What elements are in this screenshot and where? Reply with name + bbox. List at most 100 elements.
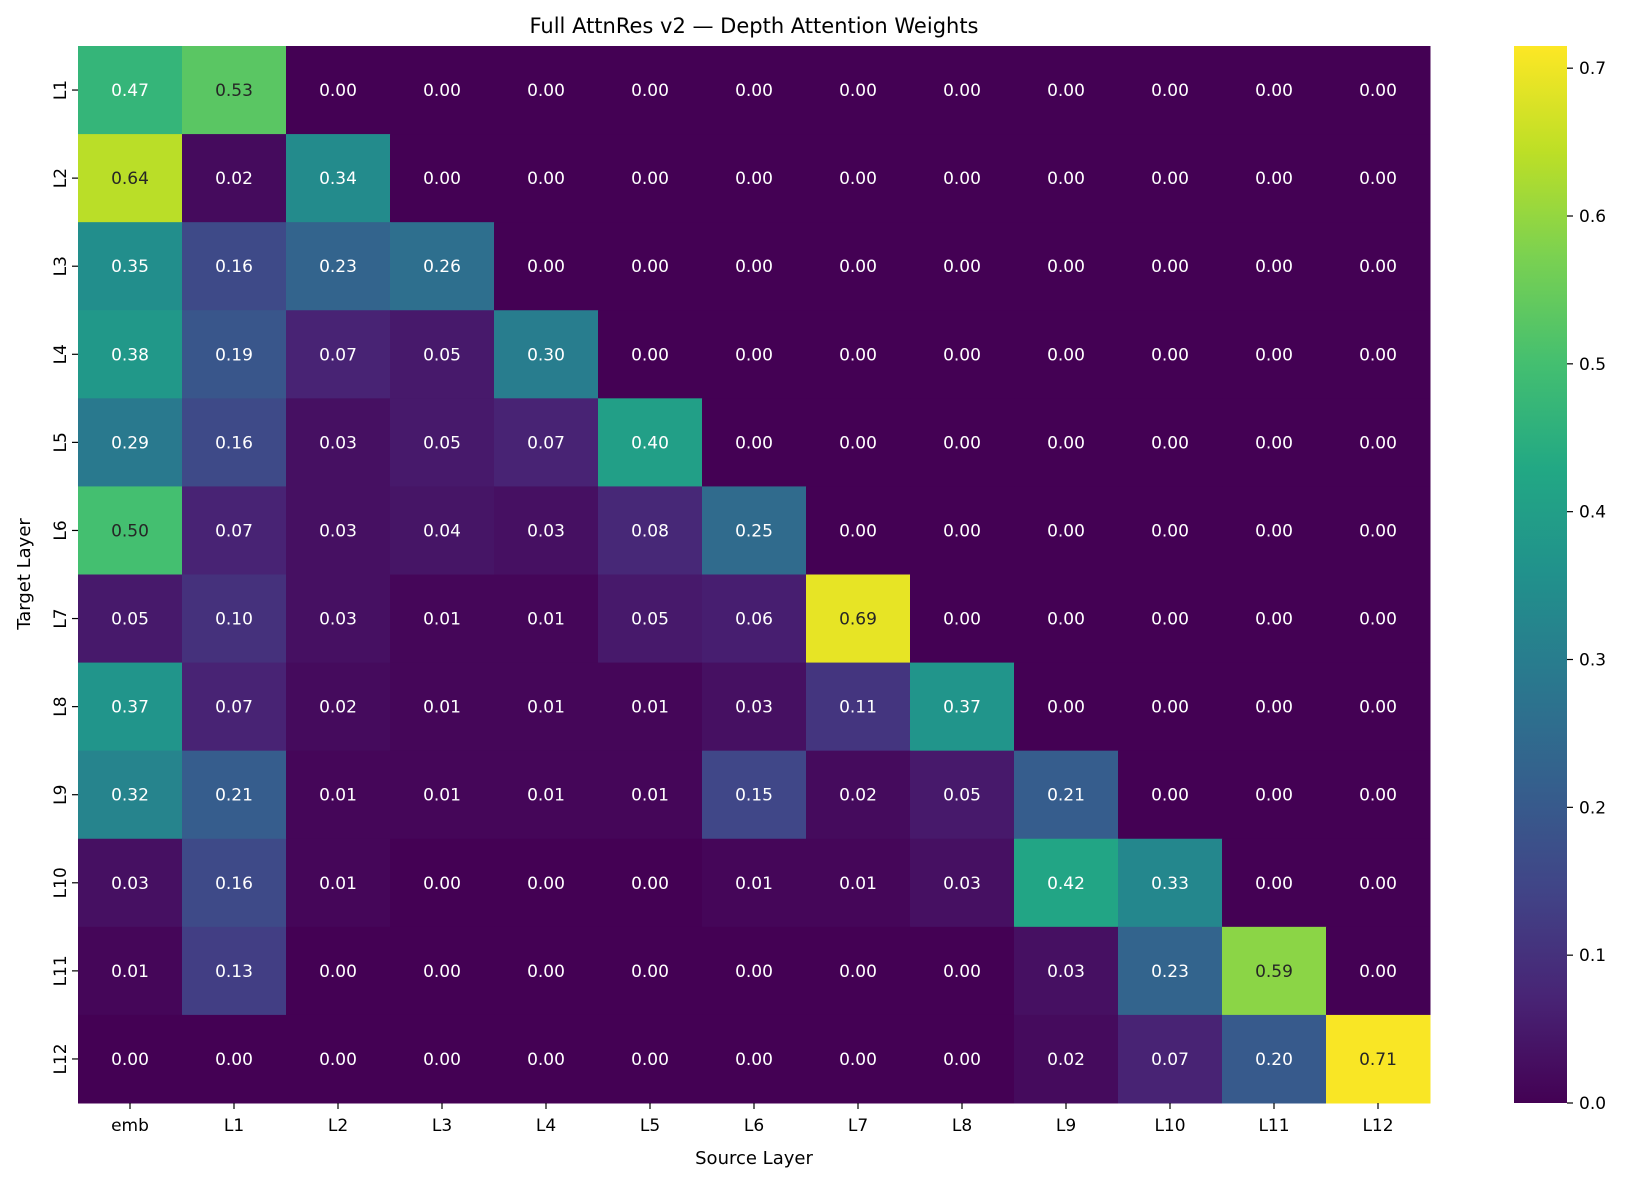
x-tick-label: L8 xyxy=(952,1116,972,1136)
heatmap-cell xyxy=(806,398,911,487)
heatmap-cell xyxy=(598,134,703,223)
cell-annotation: 0.00 xyxy=(943,433,981,453)
heatmap-cell xyxy=(1014,838,1119,928)
cell-annotation: 0.01 xyxy=(839,874,877,894)
y-axis-label: Target Layer xyxy=(14,518,35,631)
y-tick-label: L1 xyxy=(51,80,71,100)
heatmap-cell xyxy=(286,662,391,752)
cell-annotation: 0.32 xyxy=(111,786,149,806)
heatmap-cell xyxy=(806,750,911,840)
cell-annotation: 0.00 xyxy=(943,962,981,982)
cell-annotation: 0.00 xyxy=(527,1050,565,1070)
y-tick-label: L4 xyxy=(51,344,71,364)
heatmap-cell xyxy=(286,838,391,928)
heatmap-cell xyxy=(78,398,183,487)
cell-annotation: 0.00 xyxy=(631,962,669,982)
heatmap-cell xyxy=(1118,46,1223,135)
cell-annotation: 0.00 xyxy=(839,81,877,101)
cell-annotation: 0.03 xyxy=(527,521,565,541)
heatmap-cell xyxy=(182,486,287,575)
cell-annotation: 0.00 xyxy=(631,257,669,277)
heatmap-cell xyxy=(598,838,703,928)
heatmap-cell xyxy=(1222,574,1327,664)
heatmap-cell xyxy=(1118,1014,1223,1104)
cell-annotation: 0.00 xyxy=(111,1050,149,1070)
cell-annotation: 0.00 xyxy=(1047,257,1085,277)
cell-annotation: 0.01 xyxy=(527,698,565,718)
heatmap-cell xyxy=(910,662,1015,752)
colorbar-ticks: 0.0 0.1 0.2 0.3 0.4 0.5 0.6 0.7 xyxy=(1567,59,1606,1114)
cell-annotation: 0.00 xyxy=(631,169,669,189)
cell-annotation: 0.00 xyxy=(943,257,981,277)
cell-annotation: 0.00 xyxy=(943,81,981,101)
cell-annotation: 0.00 xyxy=(527,81,565,101)
x-tick-label: emb xyxy=(111,1116,149,1136)
cell-annotation: 0.01 xyxy=(631,698,669,718)
cell-annotation: 0.00 xyxy=(1151,521,1189,541)
y-tick-label: L10 xyxy=(51,867,71,898)
y-tick-label: L11 xyxy=(51,955,71,986)
cell-annotation: 0.69 xyxy=(839,610,877,630)
cell-annotation: 0.25 xyxy=(735,521,773,541)
colorbar-tick-label: 0.7 xyxy=(1579,59,1606,79)
cell-annotation: 0.40 xyxy=(631,433,669,453)
cell-annotation: 0.23 xyxy=(1151,962,1189,982)
cell-annotation: 0.00 xyxy=(1255,81,1293,101)
cell-annotation: 0.33 xyxy=(1151,874,1189,894)
heatmap-cell xyxy=(598,398,703,487)
cell-annotation: 0.05 xyxy=(943,786,981,806)
heatmap-cell xyxy=(1326,750,1431,840)
cell-annotation: 0.07 xyxy=(319,345,357,365)
heatmap-cell xyxy=(1014,1014,1119,1104)
heatmap-cell xyxy=(1118,310,1223,399)
heatmap-cell xyxy=(702,662,807,752)
heatmap-cell xyxy=(182,310,287,399)
heatmap-cell xyxy=(598,1014,703,1104)
cell-annotation: 0.00 xyxy=(1047,610,1085,630)
heatmap-cell xyxy=(1222,1014,1327,1104)
x-tick-label: L5 xyxy=(640,1116,660,1136)
cell-annotation: 0.00 xyxy=(631,81,669,101)
heatmap-cell xyxy=(390,1014,495,1104)
cell-annotation: 0.00 xyxy=(1359,698,1397,718)
heatmap-cell xyxy=(1118,486,1223,575)
cell-annotation: 0.00 xyxy=(1151,610,1189,630)
heatmap-cell xyxy=(286,46,391,135)
cell-annotation: 0.03 xyxy=(1047,962,1085,982)
heatmap-cell xyxy=(390,222,495,311)
heatmap-cell xyxy=(1326,662,1431,752)
heatmap-cell xyxy=(806,486,911,575)
cell-annotation: 0.03 xyxy=(319,610,357,630)
cell-annotation: 0.00 xyxy=(423,81,461,101)
heatmap-cell xyxy=(494,134,599,223)
cell-annotation: 0.00 xyxy=(527,962,565,982)
heatmap-cell xyxy=(702,926,807,1016)
cell-annotation: 0.71 xyxy=(1359,1050,1397,1070)
heatmap-cell xyxy=(910,574,1015,664)
heatmap-cell xyxy=(598,750,703,840)
heatmap-cell xyxy=(910,926,1015,1016)
heatmap-cell xyxy=(1014,662,1119,752)
cell-annotation: 0.16 xyxy=(215,433,253,453)
heatmap-cell xyxy=(182,750,287,840)
cell-annotation: 0.35 xyxy=(111,257,149,277)
heatmap-cell xyxy=(806,926,911,1016)
heatmap-cell xyxy=(598,486,703,575)
cell-annotation: 0.01 xyxy=(111,962,149,982)
y-tick-label: L12 xyxy=(51,1043,71,1074)
heatmap-cell xyxy=(494,486,599,575)
heatmap-cell xyxy=(1326,838,1431,928)
cell-annotation: 0.00 xyxy=(735,345,773,365)
cell-annotation: 0.10 xyxy=(215,610,253,630)
heatmap-cell xyxy=(1326,1014,1431,1104)
cell-annotation: 0.02 xyxy=(319,698,357,718)
cell-annotation: 0.01 xyxy=(423,698,461,718)
cell-annotation: 0.00 xyxy=(943,521,981,541)
heatmap-cell xyxy=(390,750,495,840)
cell-annotation: 0.00 xyxy=(1359,345,1397,365)
heatmap-cell xyxy=(1118,926,1223,1016)
cell-annotation: 0.00 xyxy=(943,169,981,189)
heatmap-cell xyxy=(390,398,495,487)
cell-annotation: 0.00 xyxy=(423,169,461,189)
heatmap-cell xyxy=(910,486,1015,575)
